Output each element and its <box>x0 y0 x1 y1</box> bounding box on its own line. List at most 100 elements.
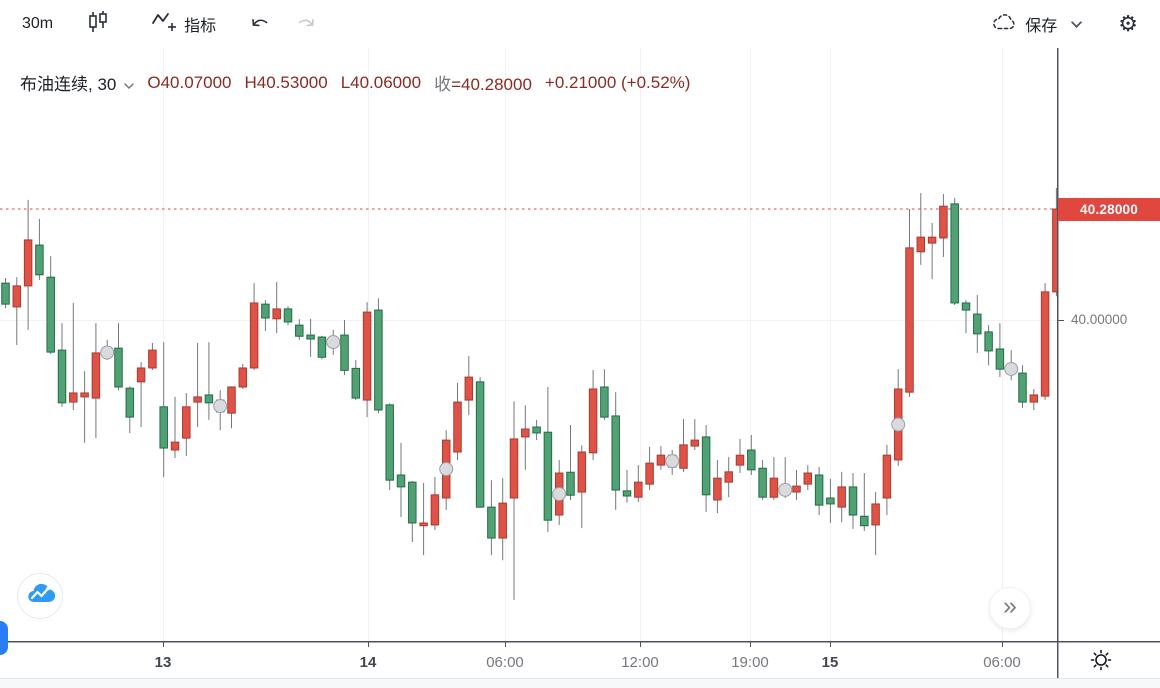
candle-body <box>995 348 1005 370</box>
timeframe-button[interactable]: 30m <box>14 10 61 38</box>
candle-body <box>905 247 914 393</box>
candle-body <box>679 444 688 469</box>
redo-button[interactable] <box>286 8 326 41</box>
candle-body <box>837 486 846 508</box>
candle-body <box>634 481 643 498</box>
time-axis-label: 06:00 <box>983 654 1021 671</box>
axis-settings-button[interactable] <box>1085 646 1117 678</box>
candle-body <box>860 515 869 527</box>
last-price-tag: 40.28000 <box>1058 197 1160 221</box>
ohlc-low: L40.06000 <box>340 72 422 92</box>
chart-pane[interactable] <box>0 48 1057 641</box>
cloud-save-icon <box>990 11 1018 38</box>
candle-body <box>249 302 259 369</box>
drawing-tab-handle[interactable] <box>0 621 8 655</box>
candle-body <box>600 386 609 418</box>
price-axis-label: 40.00000 <box>1071 312 1128 327</box>
close-value: =40.28000 <box>451 75 532 94</box>
undo-button[interactable] <box>240 8 280 41</box>
redo-icon <box>294 13 318 36</box>
candle-body <box>611 415 620 491</box>
candle-body <box>306 334 315 340</box>
candle-body <box>317 336 327 358</box>
ohlc-open: O40.07000 <box>147 72 232 92</box>
candle-body <box>46 276 55 353</box>
candle-body <box>261 303 270 319</box>
candle-body <box>814 474 824 506</box>
candle-body <box>961 302 971 311</box>
candle-body <box>973 313 982 335</box>
candle-body <box>950 203 959 304</box>
candle-body <box>645 462 654 485</box>
candle-body <box>1029 394 1039 403</box>
candle-body <box>91 352 101 399</box>
candle-body <box>23 239 33 287</box>
symbol-selector[interactable]: 布油连续, 30 <box>20 70 135 95</box>
candle-body <box>871 503 880 526</box>
candlestick-chart-icon <box>85 9 111 40</box>
candle-body <box>521 428 530 438</box>
candle-body <box>701 436 711 496</box>
candle-body <box>792 485 801 493</box>
chevron-down-icon <box>124 74 135 94</box>
time-axis-label: 06:00 <box>486 654 524 671</box>
candle-body <box>57 349 67 404</box>
candle-body <box>475 381 485 508</box>
timeframe-label: 30m <box>22 15 54 32</box>
time-axis-label: 15 <box>821 654 839 671</box>
candle-body <box>69 392 78 403</box>
candle-style-button[interactable] <box>77 4 119 45</box>
candle-body <box>498 502 507 539</box>
session-dot-marker <box>778 482 793 497</box>
candle-body <box>80 392 89 398</box>
time-axis-label: 19:00 <box>731 654 769 671</box>
bottom-strip <box>0 678 1160 688</box>
candle-body <box>351 367 361 399</box>
indicators-icon <box>151 10 177 39</box>
candle-body <box>204 394 214 404</box>
time-axis-label: 14 <box>359 654 377 671</box>
candle-body <box>295 324 304 337</box>
candle-body <box>125 387 135 418</box>
candle-body <box>374 309 383 411</box>
candle-body <box>12 285 22 308</box>
session-dot-marker <box>100 345 115 360</box>
save-menu-caret-button[interactable] <box>1067 10 1086 38</box>
candle-body <box>769 477 779 498</box>
candle-body <box>419 522 428 527</box>
session-dot-marker <box>1004 361 1019 376</box>
candle-body <box>170 441 180 451</box>
candle-body <box>509 438 519 499</box>
ohlc-close: 收=40.28000 <box>434 70 532 95</box>
candle-body <box>340 334 349 371</box>
undo-icon <box>248 13 272 36</box>
candle-body <box>193 396 202 403</box>
session-dot-marker <box>439 462 454 477</box>
save-button[interactable]: 保存 <box>982 6 1065 43</box>
candle-body <box>690 439 700 447</box>
candle-body <box>1 282 10 305</box>
candle-body <box>939 205 948 239</box>
candle-body <box>408 481 417 524</box>
scroll-right-button[interactable]: » <box>989 587 1031 629</box>
candle-body <box>724 471 733 483</box>
candle-body <box>588 388 598 454</box>
cloud-logo-button[interactable] <box>17 573 63 619</box>
candle-body <box>927 236 937 244</box>
candle-body <box>656 454 666 466</box>
save-label: 保存 <box>1025 18 1058 35</box>
session-dot-marker <box>891 417 906 432</box>
sun-icon <box>1089 648 1113 677</box>
candle-body <box>747 449 756 471</box>
candle-body <box>238 367 248 388</box>
candle-body <box>148 349 157 369</box>
candle-body <box>622 490 632 497</box>
settings-button[interactable]: ⚙ <box>1110 8 1146 40</box>
symbol-title: 布油连续, 30 <box>20 75 117 94</box>
candle-body <box>532 426 541 434</box>
candle-body <box>182 406 191 439</box>
candle-body <box>735 454 745 466</box>
indicators-button[interactable]: 指标 <box>143 5 224 44</box>
time-axis-label: 13 <box>154 654 172 671</box>
